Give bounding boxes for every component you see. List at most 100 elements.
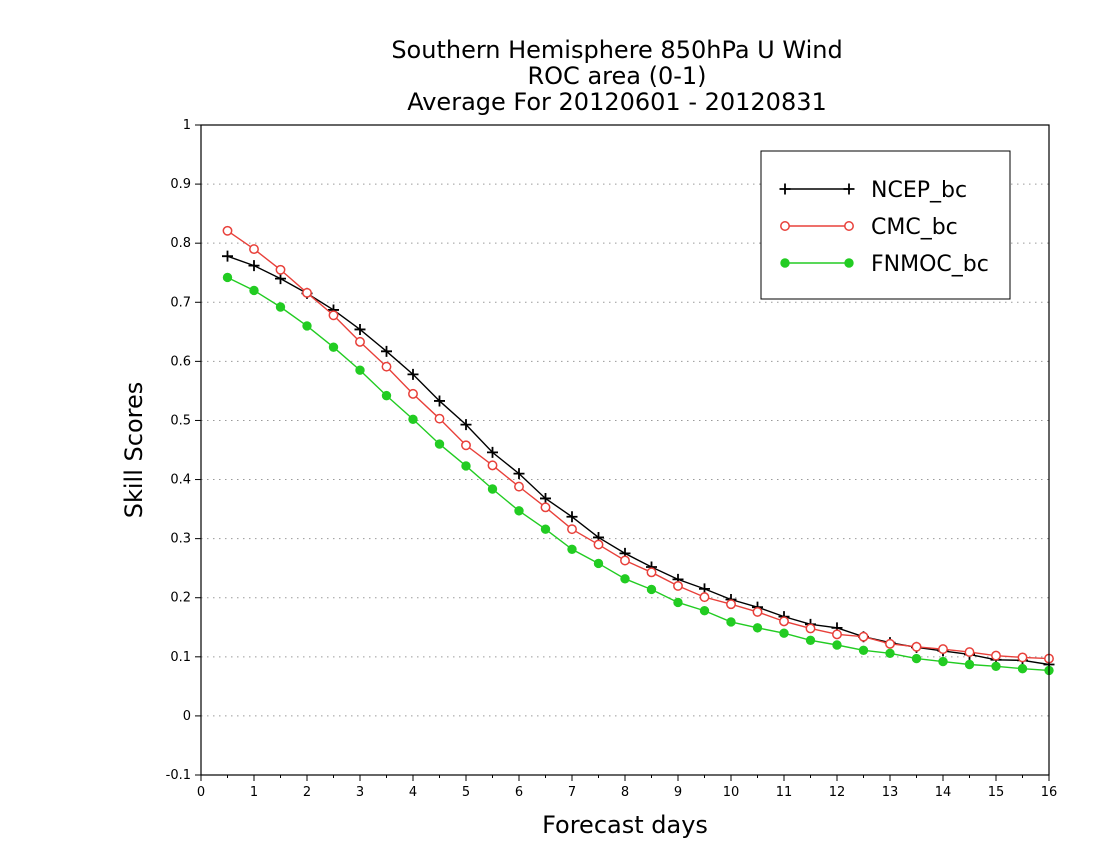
data-point-fnmoc-bc <box>938 656 948 667</box>
legend-marker-fnmoc-bc <box>780 258 790 268</box>
data-point-fnmoc-bc <box>328 342 339 352</box>
data-point-cmc-bc <box>779 616 789 627</box>
data-point-fnmoc-bc <box>408 414 418 424</box>
data-point-fnmoc-bc <box>911 653 922 664</box>
x-tick-label: 0 <box>197 785 205 800</box>
data-point-cmc-bc <box>1017 652 1028 663</box>
legend-marker-ncep-bc <box>779 183 791 195</box>
y-tick-label: 0.4 <box>170 473 191 488</box>
x-tick-label: 14 <box>935 785 952 800</box>
data-point-fnmoc-bc <box>381 390 392 401</box>
data-point-fnmoc-bc <box>461 461 471 471</box>
data-point-fnmoc-bc <box>673 597 683 608</box>
data-point-ncep-bc <box>566 511 578 523</box>
y-tick-label: 0.5 <box>170 413 191 428</box>
data-point-fnmoc-bc <box>620 574 630 584</box>
data-point-cmc-bc <box>805 623 816 634</box>
x-axis-title: Forecast days <box>542 811 708 839</box>
y-tick-label: 0.6 <box>170 354 191 369</box>
data-point-fnmoc-bc <box>355 365 365 375</box>
legend-marker-cmc-bc <box>844 221 854 231</box>
data-point-cmc-bc <box>938 644 948 655</box>
data-series <box>222 225 1055 676</box>
x-tick-label: 5 <box>462 785 470 800</box>
data-point-fnmoc-bc <box>567 544 577 554</box>
data-point-cmc-bc <box>461 440 471 451</box>
data-point-cmc-bc <box>593 539 604 550</box>
data-point-cmc-bc <box>355 336 365 347</box>
data-point-fnmoc-bc <box>752 623 763 633</box>
y-tick-label: 0.3 <box>170 532 191 547</box>
data-point-cmc-bc <box>620 555 630 566</box>
x-tick-label: 15 <box>988 785 1005 800</box>
x-tick-label: 2 <box>303 785 311 800</box>
legend-marker-cmc-bc <box>780 221 790 231</box>
legend-item-fnmoc-bc: FNMOC_bc <box>780 252 989 277</box>
data-point-fnmoc-bc <box>275 302 286 312</box>
data-point-fnmoc-bc <box>779 628 789 638</box>
data-point-cmc-bc <box>540 502 551 513</box>
legend-box <box>760 150 1011 300</box>
x-tick-label: 16 <box>1041 785 1058 800</box>
legend-marker-fnmoc-bc <box>844 258 854 268</box>
data-point-fnmoc-bc <box>540 524 551 534</box>
y-tick-label: 0.2 <box>170 591 191 606</box>
data-point-cmc-bc <box>911 641 922 652</box>
data-point-cmc-bc <box>991 650 1001 661</box>
data-point-cmc-bc <box>434 413 445 424</box>
data-point-cmc-bc <box>752 606 763 617</box>
data-point-ncep-bc <box>513 468 525 480</box>
x-tick-label: 4 <box>409 785 417 800</box>
legend-label-cmc-bc: CMC_bc <box>871 215 958 240</box>
data-point-cmc-bc <box>514 481 524 492</box>
data-point-cmc-bc <box>646 567 657 578</box>
data-point-cmc-bc <box>381 361 392 372</box>
data-point-cmc-bc <box>487 460 498 471</box>
data-point-fnmoc-bc <box>991 661 1001 671</box>
y-tick-label: 0.1 <box>170 650 191 665</box>
data-point-ncep-bc <box>540 492 551 504</box>
data-point-fnmoc-bc <box>726 617 736 627</box>
y-tick-label: -0.1 <box>166 768 191 783</box>
data-point-fnmoc-bc <box>249 285 259 296</box>
data-point-cmc-bc <box>858 631 869 642</box>
data-point-fnmoc-bc <box>646 584 657 595</box>
data-point-ncep-bc <box>248 260 260 272</box>
data-point-cmc-bc <box>673 580 683 591</box>
data-point-cmc-bc <box>275 264 286 275</box>
chart-title-line-2: ROC area (0-1) <box>527 62 706 90</box>
y-tick-label: 0 <box>183 709 191 724</box>
data-point-cmc-bc <box>885 638 895 649</box>
data-point-cmc-bc <box>567 524 577 535</box>
data-point-cmc-bc <box>726 599 736 610</box>
data-point-fnmoc-bc <box>514 506 524 516</box>
data-point-fnmoc-bc <box>487 484 498 494</box>
data-point-fnmoc-bc <box>858 645 869 656</box>
data-point-fnmoc-bc <box>699 606 710 616</box>
y-tick-label: 0.9 <box>170 177 191 192</box>
x-tick-label: 12 <box>829 785 846 800</box>
legend: NCEP_bc CMC_bc FNMOC_bc <box>760 150 1011 300</box>
legend-label-ncep-bc: NCEP_bc <box>871 178 967 203</box>
x-tick-label: 1 <box>250 785 258 800</box>
data-point-cmc-bc <box>408 388 418 399</box>
data-point-ncep-bc <box>434 395 445 407</box>
legend-marker-ncep-bc <box>843 183 855 195</box>
series-fnmoc-bc <box>222 272 1054 676</box>
data-point-fnmoc-bc <box>222 272 233 283</box>
data-point-cmc-bc <box>328 310 339 321</box>
data-point-fnmoc-bc <box>593 558 604 569</box>
y-tick-label: 1 <box>183 118 191 133</box>
data-point-ncep-bc <box>354 323 366 335</box>
data-point-cmc-bc <box>249 244 259 255</box>
chart-title-line-1: Southern Hemisphere 850hPa U Wind <box>391 36 842 64</box>
plot-frame <box>200 124 1050 776</box>
y-axis-ticks: -0.1 0 0.1 0.2 0.3 0.4 0.5 0.6 0.7 0.8 0.9 1 <box>166 118 201 783</box>
legend-label-fnmoc-bc: FNMOC_bc <box>871 252 989 277</box>
x-tick-label: 11 <box>776 785 793 800</box>
data-point-ncep-bc <box>222 250 233 262</box>
data-point-cmc-bc <box>699 592 710 603</box>
data-point-fnmoc-bc <box>302 321 312 331</box>
